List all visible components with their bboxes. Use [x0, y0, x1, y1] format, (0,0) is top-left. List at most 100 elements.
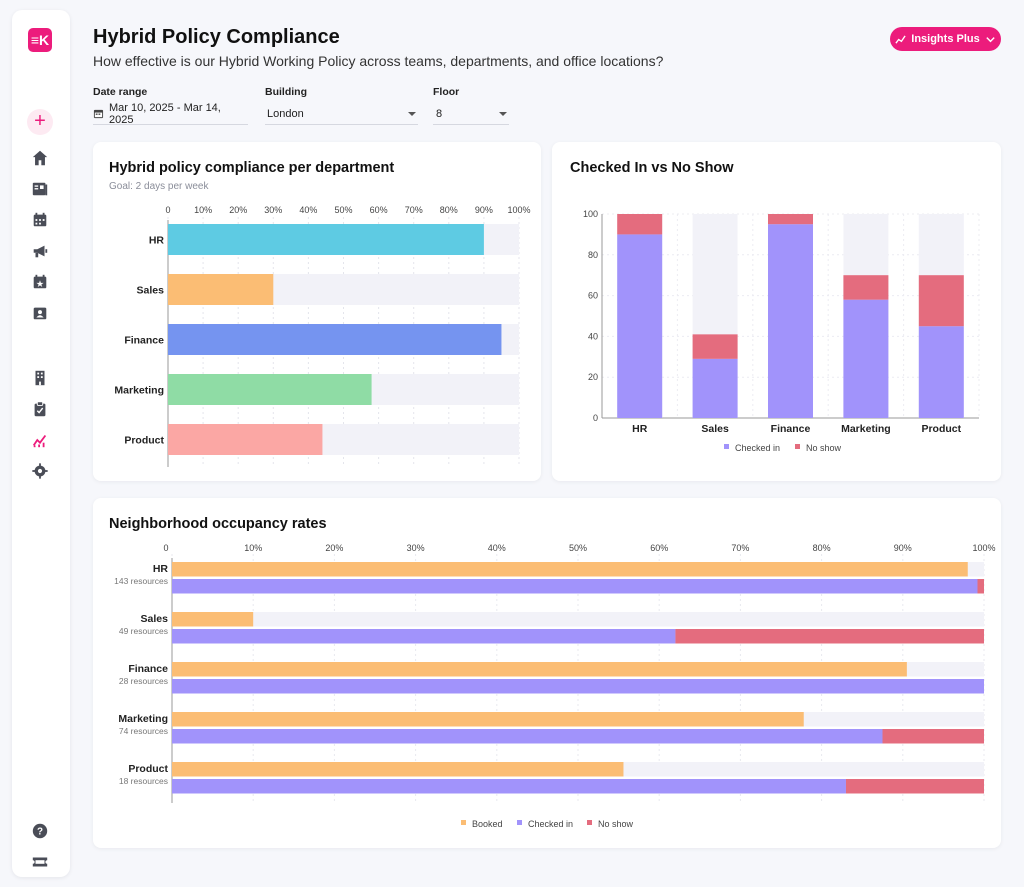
date-range-picker[interactable]: Mar 10, 2025 - Mar 14, 2025 [93, 101, 248, 126]
category-label: Finance [128, 663, 168, 675]
legend-label: Checked in [528, 819, 573, 829]
category-label: Finance [124, 335, 164, 347]
x-tick-label: 30% [407, 543, 425, 553]
x-tick-label: 10% [244, 543, 262, 553]
bar-checked-in-sales[interactable] [172, 629, 676, 644]
bar-booked-sales[interactable] [172, 612, 254, 627]
insights-icon[interactable] [29, 429, 51, 451]
occupancy-title: Neighborhood occupancy rates [109, 516, 327, 532]
x-tick-label: 20% [325, 543, 343, 553]
category-label: HR [149, 235, 165, 247]
add-button[interactable]: + [27, 109, 53, 135]
compliance-card: Hybrid policy compliance per department … [93, 142, 541, 481]
building-select[interactable]: London [265, 103, 418, 125]
page-subtitle: How effective is our Hybrid Working Poli… [93, 53, 664, 69]
bar-checked-in-marketing[interactable] [843, 299, 889, 418]
page-title: Hybrid Policy Compliance [93, 26, 340, 48]
calendar-icon[interactable] [29, 209, 51, 231]
bar-checked-in-product[interactable] [172, 779, 846, 794]
resources-label: 18 resources [119, 776, 168, 786]
x-tick-label: 100% [507, 205, 530, 215]
compliance-goal: Goal: 2 days per week [109, 181, 209, 192]
bar-marketing[interactable] [168, 374, 372, 405]
y-tick-label: 80 [588, 250, 598, 260]
bar-checked-in-hr[interactable] [617, 234, 663, 418]
visitors-icon[interactable] [29, 302, 51, 324]
floor-select[interactable]: 8 [433, 103, 509, 125]
caret-down-icon [499, 112, 507, 116]
bar-booked-hr[interactable] [172, 562, 968, 577]
building-value: London [267, 107, 304, 120]
checkin-title: Checked In vs No Show [570, 160, 734, 176]
app-logo[interactable]: ≡K [28, 28, 52, 52]
resources-label: 49 resources [119, 626, 168, 636]
announcements-icon[interactable] [29, 240, 51, 262]
legend-swatch [517, 820, 522, 825]
occupancy-card: Neighborhood occupancy rates 0 10% 20% 30% 4… [93, 498, 1001, 848]
bar-no-show-hr[interactable] [977, 579, 984, 594]
settings-icon[interactable] [29, 460, 51, 482]
bar-no-show-product[interactable] [845, 779, 984, 794]
floor-label: Floor [433, 86, 460, 98]
office-icon[interactable] [29, 367, 51, 389]
bar-checked-in-finance[interactable] [768, 224, 813, 418]
category-label: HR [632, 423, 648, 435]
insights-plus-button[interactable]: Insights Plus [890, 27, 1001, 51]
bar-finance[interactable] [168, 324, 502, 355]
x-tick-label: 10% [194, 205, 212, 215]
home-icon[interactable] [29, 147, 51, 169]
bar-no-show-marketing[interactable] [882, 729, 985, 744]
bar-booked-finance[interactable] [172, 662, 907, 677]
ticket-icon[interactable] [29, 851, 51, 873]
y-tick-label: 20 [588, 372, 598, 382]
legend-label: No show [806, 443, 842, 453]
bar-checked-in-hr[interactable] [172, 579, 978, 594]
bar-booked-product[interactable] [172, 762, 624, 777]
reports-icon[interactable] [29, 178, 51, 200]
bar-checked-in-product[interactable] [918, 326, 964, 418]
bar-hr[interactable] [168, 224, 484, 255]
y-tick-label: 0 [593, 413, 598, 423]
checkin-card: Checked In vs No Show 0 20 40 60 80 100 HR Sale… [552, 142, 1001, 481]
category-label: Finance [771, 423, 811, 435]
date-range-label: Date range [93, 86, 148, 98]
x-tick-label: 90% [894, 543, 912, 553]
y-tick-label: 40 [588, 331, 598, 341]
tasks-icon[interactable] [29, 398, 51, 420]
bar-checked-in-marketing[interactable] [172, 729, 883, 744]
bar-product[interactable] [168, 424, 323, 455]
bar-sales[interactable] [168, 274, 274, 305]
events-icon[interactable] [29, 271, 51, 293]
legend-label: No show [598, 819, 634, 829]
help-icon[interactable]: ? [29, 820, 51, 842]
bar-checked-in-finance[interactable] [172, 679, 984, 694]
x-tick-label: 80% [813, 543, 831, 553]
bar-booked-marketing[interactable] [172, 712, 804, 727]
bar-no-show-sales[interactable] [675, 629, 984, 644]
x-tick-label: 30% [264, 205, 282, 215]
date-range-value: Mar 10, 2025 - Mar 14, 2025 [108, 101, 221, 126]
bar-no-show-product[interactable] [918, 275, 964, 327]
category-label: Product [921, 423, 961, 435]
bar-no-show-sales[interactable] [692, 334, 738, 359]
x-tick-label: 80% [440, 205, 458, 215]
caret-down-icon [408, 112, 416, 116]
x-tick-label: 0 [163, 543, 168, 553]
y-tick-label: 100 [583, 209, 598, 219]
bar-no-show-marketing[interactable] [843, 275, 889, 300]
legend-swatch [795, 444, 800, 449]
category-label: Sales [701, 423, 729, 435]
bar-checked-in-sales[interactable] [692, 358, 738, 418]
bar-no-show-finance[interactable] [768, 214, 813, 225]
x-tick-label: 70% [405, 205, 423, 215]
x-tick-label: 40% [488, 543, 506, 553]
checkin-chart: 0 20 40 60 80 100 HR Sales Finance Marketing Produ… [583, 209, 980, 453]
legend-label: Checked in [735, 443, 780, 453]
x-tick-label: 50% [569, 543, 587, 553]
x-tick-label: 20% [229, 205, 247, 215]
x-tick-label: 50% [334, 205, 352, 215]
resources-label: 74 resources [119, 726, 168, 736]
bar-no-show-hr[interactable] [617, 214, 663, 235]
legend-swatch [724, 444, 729, 449]
